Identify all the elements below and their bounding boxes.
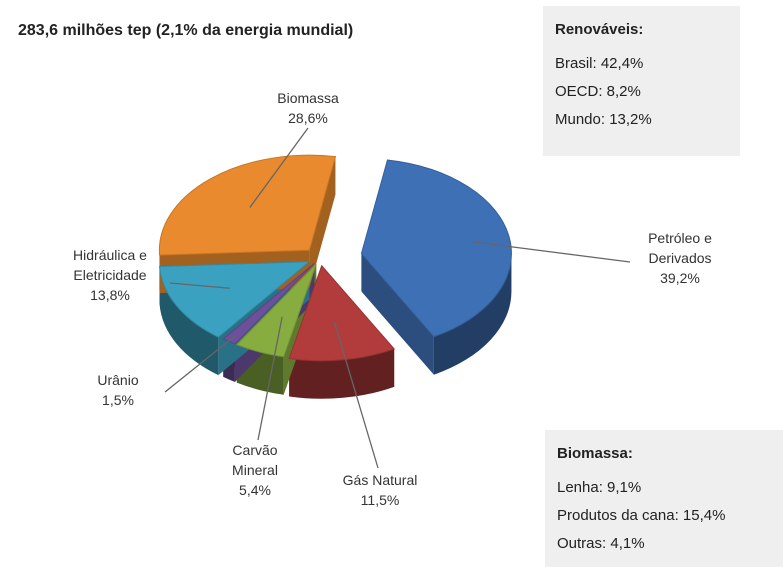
slice-label: Carvão Mineral 5,4% (220, 440, 290, 500)
box-item: Brasil: 42,4% (555, 55, 644, 72)
slice-side (159, 266, 219, 376)
slice (158, 154, 337, 256)
value-label: 1,5% (102, 392, 134, 408)
value-label: 28,6% (288, 110, 328, 126)
slice-side (289, 348, 395, 399)
box-title: Renováveis: (555, 21, 644, 38)
value-label: 11,5% (360, 492, 400, 508)
box-item: Produtos da cana: 15,4% (557, 507, 726, 524)
slice-face (361, 253, 434, 375)
slice-label: Hidráulica e Eletricidade 13,8% (50, 245, 170, 305)
renewables-box: Renováveis: Brasil: 42,4% OECD: 8,2% Mun… (543, 6, 740, 156)
category-label: Gás Natural (342, 472, 418, 488)
slice-label: Gás Natural 11,5% (325, 470, 435, 510)
category-label: Carvão Mineral (232, 442, 278, 478)
slice (235, 263, 317, 358)
slice-label: Urânio 1,5% (83, 370, 153, 410)
slice-face (309, 156, 336, 289)
chart-title: 283,6 milhões tep (2,1% da energia mundi… (18, 22, 354, 39)
slice (159, 261, 311, 338)
box-item: Lenha: 9,1% (557, 479, 642, 496)
box-item: OECD: 8,2% (555, 83, 641, 100)
slice-label: Petróleo e Derivados 39,2% (625, 228, 735, 288)
slice (288, 264, 396, 362)
box-item: Mundo: 13,2% (555, 111, 652, 128)
leader-line (164, 334, 237, 393)
category-label: Hidráulica e Eletricidade (73, 247, 147, 283)
leader-line (249, 127, 309, 208)
category-label: Petróleo e Derivados (648, 230, 712, 266)
leader-line (257, 316, 283, 441)
leader-line (333, 321, 379, 469)
category-label: Urânio (97, 372, 139, 388)
value-label: 13,8% (90, 287, 130, 303)
slice-label: Biomassa 28,6% (263, 88, 353, 128)
slice (360, 159, 512, 338)
leader-line (169, 282, 230, 289)
pie-tops (158, 154, 512, 362)
value-label: 5,4% (239, 482, 271, 498)
box-item: Outras: 4,1% (557, 535, 645, 552)
slice-side (433, 253, 512, 375)
category-label: Biomassa (277, 90, 339, 106)
box-title: Biomassa: (557, 445, 633, 462)
leader-line (472, 241, 631, 263)
biomass-box: Biomassa: Lenha: 9,1% Produtos da cana: … (545, 430, 783, 567)
value-label: 39,2% (660, 270, 700, 286)
